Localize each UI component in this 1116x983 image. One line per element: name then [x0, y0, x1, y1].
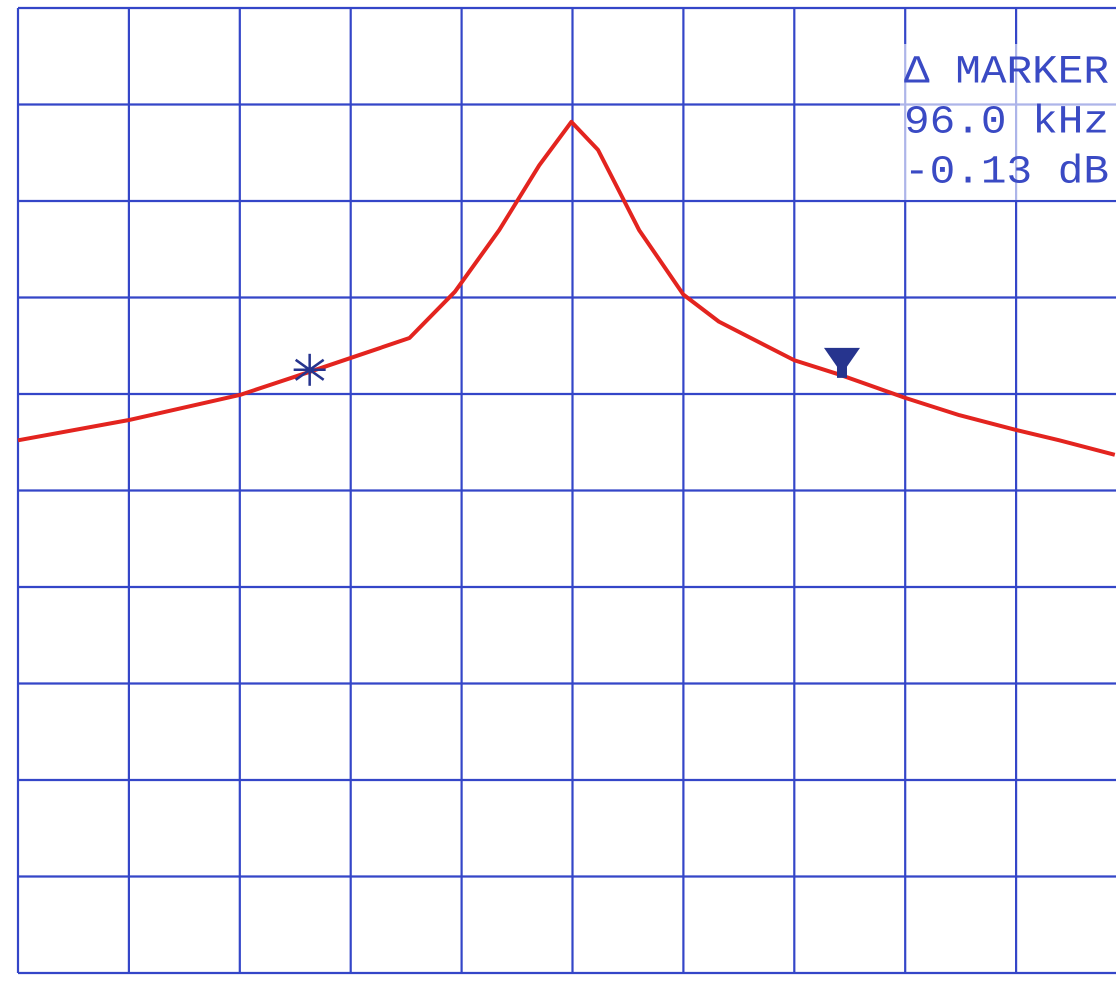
annotation-box	[900, 44, 1116, 200]
annotation-line: Δ MARKER	[904, 51, 1109, 96]
annotation-line: 96.0 kHz	[904, 101, 1109, 146]
trace	[17, 119, 1116, 457]
plot	[17, 119, 1116, 457]
marker-triangle	[823, 347, 860, 374]
annotation-line: -0.13 dB	[904, 151, 1109, 196]
marker-tip	[836, 363, 847, 378]
marker-star	[293, 353, 326, 386]
annotation: Δ MARKER 96.0 kHz -0.13 dB	[904, 51, 1109, 196]
